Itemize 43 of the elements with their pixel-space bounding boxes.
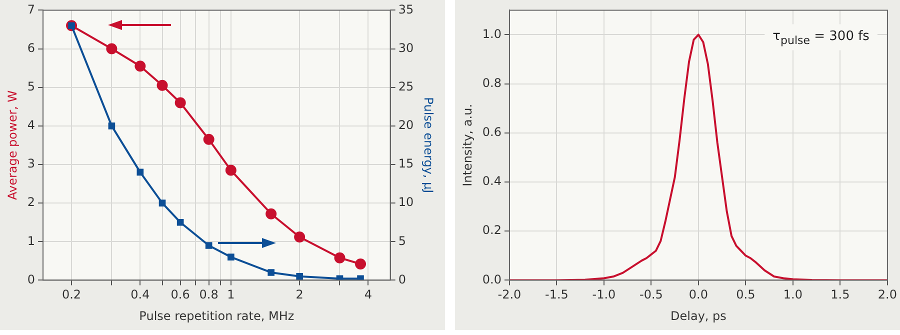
x-tick-label: -2.0 xyxy=(498,288,522,302)
x-tick-label: 2 xyxy=(296,288,304,302)
y-tick-label: 7 xyxy=(27,2,36,16)
y-tick-label: 0.0 xyxy=(482,272,502,286)
y-axis-title: Average power, W xyxy=(5,90,20,200)
y2-tick-label: 30 xyxy=(398,40,414,55)
y-tick-label: 3 xyxy=(27,156,36,171)
x-tick-label: 1.0 xyxy=(783,288,803,302)
y-tick-label: 0 xyxy=(27,272,36,286)
y2-axis-title: Pulse energy, µJ xyxy=(422,97,436,194)
y-axis-title: Intensity, a.u. xyxy=(460,104,474,186)
y2-tick-label: 15 xyxy=(398,156,414,171)
y-tick-label: 2 xyxy=(27,195,36,210)
x-tick-label: 1.5 xyxy=(830,288,850,302)
x-tick-label: 2.0 xyxy=(878,288,898,302)
x-tick-label: 4 xyxy=(364,288,372,302)
x-tick-label: 0.4 xyxy=(130,288,150,302)
y2-tick-label: 20 xyxy=(398,118,414,132)
y-tick-label: 1 xyxy=(27,234,36,248)
y2-tick-label: 0 xyxy=(398,272,406,286)
y2-tick-label: 35 xyxy=(398,2,414,16)
x-tick-label: -1.0 xyxy=(592,288,616,302)
x-tick-label: 1 xyxy=(227,288,235,302)
y-tick-label: 0.4 xyxy=(482,174,502,188)
y2-tick-label: 25 xyxy=(398,79,414,94)
y-tick-label: 0.6 xyxy=(482,125,502,140)
x-tick-label: 0.8 xyxy=(199,288,218,302)
x-axis-title: Delay, ps xyxy=(670,308,726,323)
y-tick-label: 1.0 xyxy=(482,26,502,41)
x-tick-label: -0.5 xyxy=(640,288,663,302)
y2-tick-label: 5 xyxy=(398,234,406,248)
x-tick-label: 0.0 xyxy=(688,288,708,302)
x-tick-label: 0.2 xyxy=(62,288,82,302)
x-tick-label: 0.6 xyxy=(170,288,190,302)
y-tick-label: 6 xyxy=(27,40,36,55)
x-tick-label: 0.5 xyxy=(736,288,756,302)
y-tick-label: 0.2 xyxy=(482,223,502,238)
x-axis-title: Pulse repetition rate, MHz xyxy=(139,308,294,323)
y-tick-label: 0.8 xyxy=(482,76,502,90)
y-tick-label: 4 xyxy=(27,118,36,132)
y-tick-label: 5 xyxy=(27,79,36,94)
x-tick-label: -1.5 xyxy=(545,288,568,302)
y2-tick-label: 10 xyxy=(398,195,414,210)
